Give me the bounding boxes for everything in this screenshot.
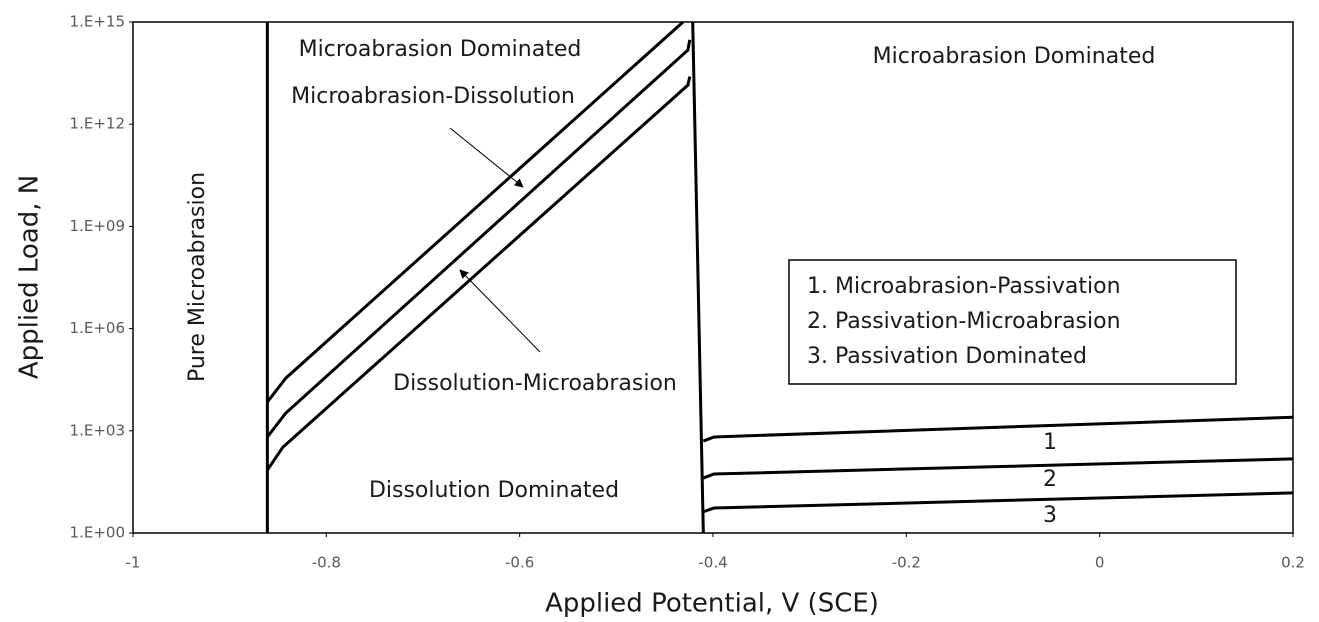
annotation: Dissolution-Microabrasion [393, 371, 677, 396]
arrow [449, 127, 524, 188]
annotation: Microabrasion Dominated [873, 44, 1156, 69]
boundary-line [266, 39, 692, 438]
y-tick-label: 1.E+03 [70, 421, 125, 439]
arrow [459, 269, 541, 353]
line-label: 3 [1043, 503, 1057, 528]
x-axis-title: Applied Potential, V (SCE) [545, 589, 879, 619]
x-tick-label: -1 [126, 554, 141, 572]
x-tick-label: 0.2 [1281, 554, 1305, 572]
y-tick-label: 1.E+06 [70, 319, 125, 337]
x-tick-label: 0 [1095, 554, 1105, 572]
legend-entry: 1. Microabrasion-Passivation [807, 274, 1121, 299]
x-tick-label: -0.4 [698, 554, 727, 572]
y-tick-label: 1.E+09 [70, 217, 125, 235]
boundary-line [691, 21, 705, 534]
x-tick-label: -0.8 [312, 554, 341, 572]
legend-entry: 3. Passivation Dominated [807, 344, 1087, 369]
boundary-line [702, 457, 1294, 480]
legend-box [788, 259, 1237, 385]
x-tick-label: -0.2 [892, 554, 921, 572]
y-tick-label: 1.E+15 [70, 13, 125, 31]
boundary-line [266, 20, 685, 403]
annotation: Dissolution Dominated [369, 478, 619, 503]
line-label: 1 [1043, 430, 1057, 455]
y-tick-label: 1.E+00 [70, 524, 125, 542]
y-tick-label: 1.E+12 [70, 115, 125, 133]
annotation: Microabrasion-Dissolution [291, 84, 575, 109]
annotation: Pure Microabrasion [185, 172, 210, 382]
y-axis-title: Applied Load, N [15, 175, 45, 379]
line-label: 2 [1043, 467, 1057, 492]
x-tick-label: -0.6 [505, 554, 534, 572]
boundary-line [702, 415, 1294, 443]
legend-entry: 2. Passivation-Microabrasion [807, 309, 1121, 334]
boundary-line [702, 491, 1294, 514]
annotation: Microabrasion Dominated [299, 37, 582, 62]
boundary-line [266, 76, 692, 471]
